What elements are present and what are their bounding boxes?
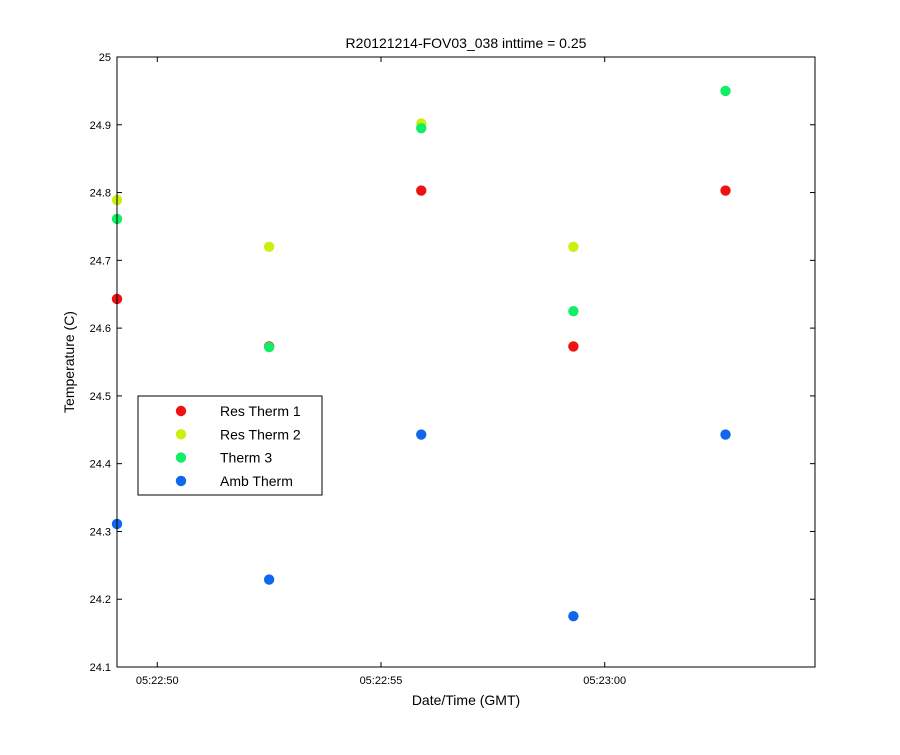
legend-marker-amb-therm xyxy=(175,475,187,487)
legend-label-therm-3: Therm 3 xyxy=(220,450,272,466)
point-res-therm-1 xyxy=(720,185,731,196)
point-amb-therm xyxy=(720,429,731,440)
y-tick-label: 24.5 xyxy=(90,391,111,403)
point-therm-3 xyxy=(416,122,427,134)
point-therm-3 xyxy=(568,305,579,317)
plot-area xyxy=(117,57,815,667)
x-axis-label: Date/Time (GMT) xyxy=(412,692,520,708)
x-tick-label: 05:22:50 xyxy=(136,675,179,687)
point-amb-therm xyxy=(568,610,579,622)
legend-marker-therm-3 xyxy=(175,452,187,463)
point-therm-3 xyxy=(720,85,731,97)
point-amb-therm xyxy=(263,574,275,585)
y-tick-label: 24.4 xyxy=(90,459,111,471)
y-tick-label: 24.6 xyxy=(90,323,111,335)
point-res-therm-2 xyxy=(263,241,275,252)
point-amb-therm xyxy=(416,429,427,440)
legend-label-amb-therm: Amb Therm xyxy=(220,473,293,489)
y-tick-label: 24.9 xyxy=(90,120,111,132)
point-therm-3 xyxy=(263,341,275,353)
y-tick-label: 24.7 xyxy=(90,255,111,267)
legend-marker-res-therm-1 xyxy=(175,405,187,417)
legend: Res Therm 1 Res Therm 2 Therm 3 Amb Therm xyxy=(137,395,323,496)
legend-label-res-therm-2: Res Therm 2 xyxy=(220,426,301,442)
x-tick-label: 05:22:55 xyxy=(360,675,403,687)
x-tick-label: 05:23:00 xyxy=(583,675,626,687)
point-res-therm-1 xyxy=(416,185,427,196)
axis-ticks: 24.1 24.2 24.3 24.4 24.5 24.6 24.7 24.8 24.9 25 05… xyxy=(90,52,815,687)
legend-marker-res-therm-2 xyxy=(175,429,187,440)
data-points xyxy=(111,85,731,622)
point-res-therm-1 xyxy=(568,341,579,352)
chart-title: R20121214-FOV03_038 inttime = 0.25 xyxy=(346,35,587,51)
plot-frame xyxy=(116,56,816,668)
y-tick-label: 24.1 xyxy=(90,662,111,674)
point-res-therm-2 xyxy=(568,241,579,252)
y-axis-label: Temperature (C) xyxy=(61,311,77,413)
y-tick-label: 25 xyxy=(99,52,111,64)
y-tick-label: 24.3 xyxy=(90,526,111,538)
legend-box xyxy=(137,395,323,496)
y-tick-label: 24.2 xyxy=(90,594,111,606)
y-tick-label: 24.8 xyxy=(90,188,111,200)
legend-label-res-therm-1: Res Therm 1 xyxy=(220,403,301,419)
